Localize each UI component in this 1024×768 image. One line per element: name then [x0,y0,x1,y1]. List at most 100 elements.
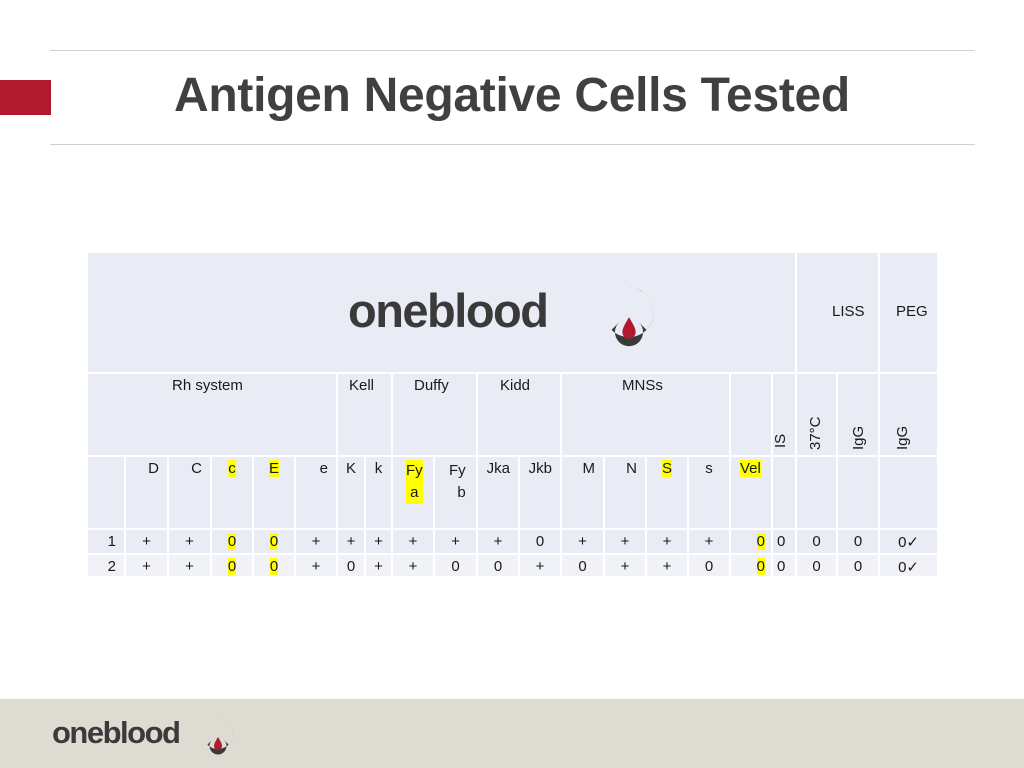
t37-value: 0 [812,533,821,550]
result-s: + [689,530,729,553]
logo-header-cell: oneblood [88,253,795,372]
result-value: + [185,533,194,550]
cell-number: 2 [107,558,116,575]
result-value: + [704,533,714,550]
result-value: + [620,558,630,575]
antigen-header-e: E [254,457,294,528]
antigen-header-jkb: Jkb [520,457,560,528]
antigen-header-fya: Fy a [393,457,433,528]
peg-igg-header: IgG [880,374,937,455]
result-s: + [647,530,687,553]
cell-number: 1 [107,533,116,550]
result-value: + [408,533,418,550]
liss-igg-header: IgG [838,374,878,455]
result-c: + [169,530,210,553]
t37-result: 0 [797,530,836,553]
antigen-label-d: D [148,460,159,477]
is-value: 0 [777,558,786,575]
antigen-label-m: M [582,460,596,477]
antigen-label-fya-top: Fy [406,462,423,479]
result-jkb: + [520,555,560,576]
antigen-label-k: k [374,460,383,477]
result-value: 0 [227,533,237,550]
result-s: 0 [689,555,729,576]
t37-header: 37°C [797,374,836,455]
result-e: 0 [254,530,294,553]
result-value: + [620,533,630,550]
peg-igg-antigen-spacer [880,457,937,528]
cell-number-header [88,457,124,528]
result-value: + [374,558,383,575]
result-value: 0 [269,533,279,550]
antigen-header-vel: Vel [731,457,771,528]
result-fyb: + [435,530,476,553]
antigen-header-d: D [126,457,167,528]
result-k: 0 [338,555,364,576]
result-value: + [578,533,587,550]
top-divider [50,50,975,51]
antigen-label-fyb: Fy b [449,460,466,504]
antigen-label-n: N [626,460,637,477]
t37-phase-label: 37°C [807,416,824,450]
antigen-label-fyb-top: Fy [449,462,466,479]
kidd-group-header: Kidd [478,374,560,455]
logo-drop-icon [207,719,234,755]
result-value: + [374,533,383,550]
liss-igg-value: 0 [853,558,863,575]
footer-logo: oneblood [52,713,242,755]
antigen-header-e: e [296,457,336,528]
liss-igg-result: 0 [838,555,878,576]
result-value: 0 [578,558,587,575]
kell-group-header: Kell [338,374,391,455]
is-result: 0 [773,530,795,553]
antigen-label-jka: Jka [486,460,510,477]
result-value: + [451,533,460,550]
result-fya: + [393,555,433,576]
is-result: 0 [773,555,795,576]
result-value: + [662,558,672,575]
result-n: + [605,555,645,576]
antigen-header-jka: Jka [478,457,518,528]
result-jkb: 0 [520,530,560,553]
liss-label: LISS [832,303,865,320]
title-divider [50,144,975,145]
result-value: 0 [704,558,714,575]
antigen-header-c: C [169,457,210,528]
peg-header-cell: PEG [880,253,937,372]
peg-label: PEG [896,303,928,320]
result-e: + [296,555,336,576]
duffy-group-header-label: Duffy [414,377,449,394]
t37-result: 0 [797,555,836,576]
result-value: 0 [756,558,765,575]
rh-group-header-label: Rh system [172,377,243,394]
row-cell-number: 2 [88,555,124,576]
liss-igg-result: 0 [838,530,878,553]
is-antigen-spacer [773,457,795,528]
mnss-group-header: MNSs [562,374,729,455]
peg-igg-value: 0✓ [898,534,919,551]
result-value: 0 [346,558,356,575]
antigen-header-s: s [689,457,729,528]
result-value: + [142,558,151,575]
result-value: 0 [227,558,237,575]
result-c: + [169,555,210,576]
result-d: + [126,530,167,553]
result-value: 0 [451,558,460,575]
result-value: + [311,558,321,575]
antigen-label-fyb-bottom: b [457,484,466,501]
result-n: + [605,530,645,553]
t37-value: 0 [812,558,821,575]
liss-header-cell: LISS [797,253,878,372]
result-value: + [662,533,672,550]
result-k: + [338,530,364,553]
result-value: + [346,533,356,550]
result-c: 0 [212,530,252,553]
header-drop-icon [611,287,654,347]
header-logo-wordmark: oneblood [348,284,549,337]
liss-igg-label: IgG [850,425,867,450]
result-fya: + [393,530,433,553]
is-value: 0 [777,533,786,550]
accent-bar [0,80,51,115]
peg-igg-label: IgG [894,425,911,450]
result-value: + [535,558,545,575]
